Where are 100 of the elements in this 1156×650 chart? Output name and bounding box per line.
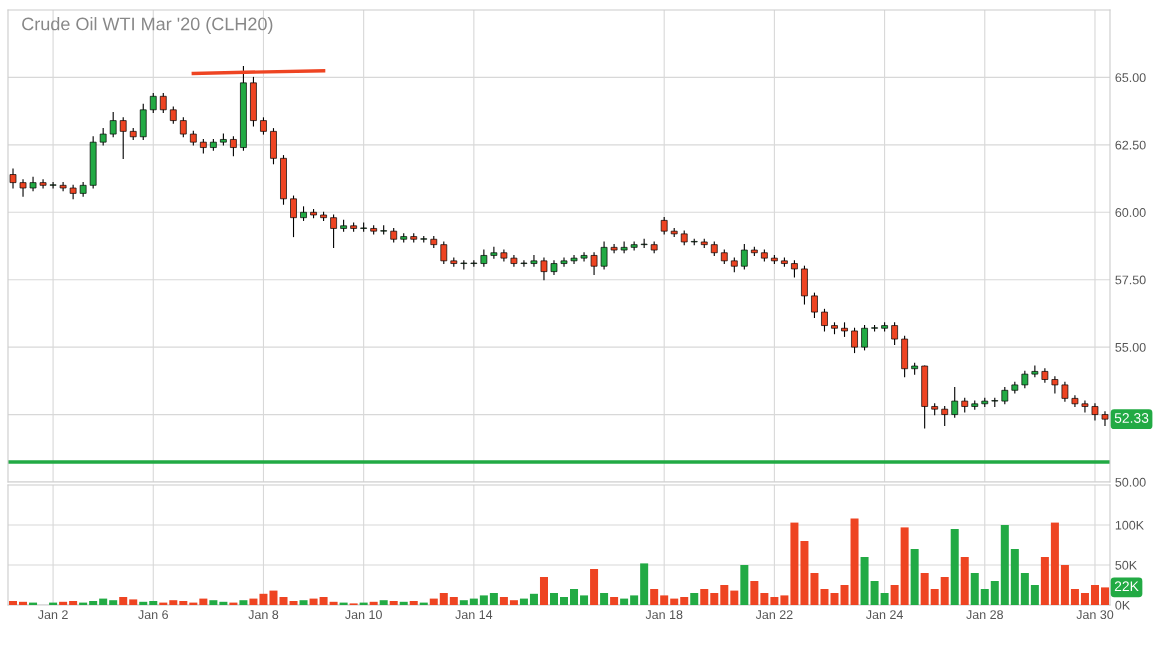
bar — [389, 601, 398, 605]
bar — [750, 581, 759, 605]
bar — [1090, 585, 1099, 605]
bar — [850, 518, 859, 605]
bar — [1060, 565, 1069, 605]
candlestick — [630, 241, 638, 251]
candlestick — [530, 254, 538, 267]
bar — [950, 529, 959, 605]
bar — [830, 593, 839, 605]
bar — [910, 549, 919, 605]
candlestick — [1061, 381, 1069, 402]
candlestick — [1071, 395, 1079, 408]
x-tick-label: Jan 10 — [345, 610, 382, 620]
candlestick — [29, 176, 37, 192]
x-tick-label: Jan 24 — [866, 610, 903, 620]
bar — [610, 597, 619, 605]
bar — [600, 593, 609, 605]
candlestick — [159, 93, 167, 114]
bar — [99, 598, 108, 605]
y-tick-label: 57.50 — [1115, 275, 1146, 285]
candlestick — [891, 322, 898, 346]
candlestick — [290, 195, 297, 238]
bar — [259, 593, 268, 605]
bar — [89, 601, 98, 605]
bar — [690, 593, 699, 605]
bar — [1030, 585, 1039, 605]
bar — [890, 585, 899, 605]
bar — [149, 601, 158, 605]
bar — [539, 577, 548, 605]
candlestick — [59, 182, 67, 192]
bar — [970, 573, 979, 605]
bar — [660, 595, 669, 605]
bar — [900, 527, 909, 605]
bar — [269, 590, 278, 605]
bar — [179, 601, 188, 605]
candlestick — [580, 252, 588, 262]
bar — [209, 600, 218, 605]
bar — [469, 598, 478, 605]
bar — [810, 573, 819, 605]
y-tick-label: 60.00 — [1115, 208, 1146, 217]
bar — [1070, 589, 1079, 605]
bar — [650, 589, 659, 605]
bar — [1000, 525, 1009, 605]
x-tick-label: Jan 2 — [37, 610, 68, 620]
bar — [680, 597, 689, 605]
y-tick-label: 65.00 — [1115, 73, 1146, 83]
bar — [960, 557, 969, 605]
bar — [399, 601, 408, 605]
bar — [670, 598, 679, 605]
y-tick-label: 0K — [1115, 600, 1131, 610]
candlestick — [19, 179, 27, 197]
bar — [1050, 522, 1059, 605]
bar — [329, 601, 338, 605]
candlestick — [1081, 400, 1089, 413]
bar — [129, 599, 138, 605]
bar — [840, 585, 849, 605]
bar — [620, 598, 629, 605]
candlestick — [811, 292, 818, 319]
bar — [279, 597, 288, 605]
bar — [379, 600, 388, 605]
bar — [770, 597, 779, 605]
bar — [439, 593, 448, 605]
candlestick — [620, 241, 628, 254]
bar — [990, 581, 999, 605]
candlestick — [69, 184, 77, 200]
candlestick — [179, 117, 187, 138]
bar — [59, 601, 68, 605]
candlestick — [1101, 411, 1109, 426]
x-tick-label: Jan 8 — [248, 610, 279, 620]
candlestick — [39, 179, 47, 189]
bar — [499, 597, 508, 605]
bar — [630, 595, 639, 605]
bar — [1040, 557, 1049, 605]
y-tick-label: 100K — [1115, 520, 1144, 530]
candlestick — [119, 117, 127, 159]
bar — [1010, 549, 1019, 605]
annotation: 22K — [1114, 581, 1139, 591]
x-tick-label: Jan 14 — [455, 610, 493, 620]
candlestick — [9, 168, 17, 189]
bar — [930, 589, 939, 605]
candlestick — [49, 182, 57, 189]
y-tick-label: 62.50 — [1115, 140, 1146, 150]
bar — [489, 593, 498, 605]
x-tick-label: Jan 22 — [755, 610, 793, 620]
candlestick — [590, 252, 598, 275]
bar — [219, 601, 228, 605]
bar — [790, 522, 799, 605]
candlestick — [941, 405, 949, 426]
candlestick — [540, 257, 548, 281]
chart-title: Crude Oil WTI Mar '20 (CLH20) — [22, 17, 273, 34]
candlestick — [109, 111, 117, 138]
bar — [459, 600, 468, 605]
bar — [369, 601, 378, 605]
candlestick — [821, 308, 828, 332]
bar — [529, 593, 538, 605]
candlestick — [230, 136, 237, 157]
bar — [940, 577, 949, 605]
bar — [449, 597, 458, 605]
candlestick — [520, 260, 528, 267]
y-tick-label: 50K — [1115, 560, 1137, 570]
